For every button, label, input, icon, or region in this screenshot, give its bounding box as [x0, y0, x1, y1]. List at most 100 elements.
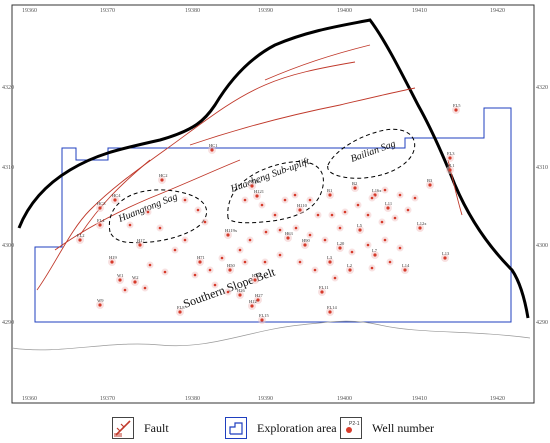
well-dot[interactable] [418, 226, 422, 230]
well-dot[interactable] [118, 278, 122, 282]
huacheng-uplift-outline[interactable] [227, 161, 324, 224]
well-dot[interactable] [448, 156, 452, 160]
well-marker[interactable]: L11 [384, 201, 392, 212]
exploration-area[interactable] [34, 107, 512, 323]
well-dot[interactable] [358, 228, 362, 232]
well-dot[interactable] [133, 280, 137, 284]
well-dot[interactable] [298, 208, 302, 212]
well-marker[interactable]: H71 [196, 255, 205, 266]
well-marker[interactable]: L14 [401, 263, 410, 274]
well-dot[interactable] [320, 290, 324, 294]
well-marker[interactable]: B3 [426, 178, 434, 189]
fault-line[interactable] [189, 87, 416, 146]
well-marker[interactable]: H12 [248, 299, 257, 310]
well-dot[interactable] [98, 303, 102, 307]
well-marker[interactable]: L13 [441, 251, 450, 262]
well-marker[interactable]: HC4 [111, 193, 121, 204]
well-marker[interactable]: H19 [108, 255, 117, 266]
well-marker[interactable]: L7 [371, 248, 379, 259]
well-dot[interactable] [78, 238, 82, 242]
well-marker[interactable]: H30 [251, 273, 260, 284]
well-marker[interactable]: FL5 [452, 103, 461, 114]
well-dot[interactable] [113, 198, 117, 202]
well-marker[interactable]: FL15 [258, 313, 270, 324]
well-dot[interactable] [443, 256, 447, 260]
fault-line[interactable] [79, 159, 151, 236]
bailian-sag-outline[interactable] [327, 128, 416, 179]
well-marker[interactable]: W2 [131, 275, 139, 286]
well-dot[interactable] [348, 268, 352, 272]
well-dot[interactable] [428, 183, 432, 187]
well-dot[interactable] [328, 193, 332, 197]
well-marker[interactable]: FL3 [446, 151, 455, 162]
fault-line[interactable] [36, 61, 356, 291]
well-marker[interactable]: L3 [326, 255, 334, 266]
well-dot[interactable] [238, 293, 242, 297]
well-marker[interactable]: H63 [284, 231, 293, 242]
well-marker[interactable]: H110 [296, 203, 308, 214]
well-label: FL3 [447, 151, 455, 156]
fault-line[interactable] [264, 44, 371, 81]
well-marker[interactable]: H50 [226, 263, 235, 274]
well-marker[interactable]: FL1 [446, 163, 455, 174]
well-marker[interactable]: H26 [236, 288, 245, 299]
well-marker[interactable]: L5 [356, 223, 364, 234]
well-dot [278, 228, 282, 232]
well-dot[interactable] [328, 260, 332, 264]
well-dot[interactable] [178, 310, 182, 314]
well-dot[interactable] [338, 246, 342, 250]
well-marker[interactable]: B2 [351, 181, 359, 192]
well-marker[interactable]: W9 [96, 298, 104, 309]
well-marker[interactable]: H27 [254, 293, 263, 304]
well-marker[interactable]: H120x [248, 179, 262, 190]
well-marker[interactable]: FL8 [176, 305, 185, 316]
well-marker[interactable]: H119x [224, 228, 238, 239]
well-dot[interactable] [110, 260, 114, 264]
well-dot[interactable] [353, 186, 357, 190]
well-dot[interactable] [198, 260, 202, 264]
well-dot [183, 198, 187, 202]
well-marker[interactable]: HC2 [158, 173, 168, 184]
well-dot[interactable] [250, 184, 254, 188]
well-marker[interactable]: HC1 [208, 143, 218, 154]
well-dot[interactable] [98, 206, 102, 210]
well-dot[interactable] [373, 253, 377, 257]
well-marker[interactable]: L2 [346, 263, 354, 274]
well-marker[interactable]: H17 [136, 238, 145, 249]
well-dot[interactable] [138, 243, 142, 247]
well-dot[interactable] [253, 278, 257, 282]
fault-line[interactable] [54, 159, 241, 251]
well-marker[interactable]: B1 [326, 188, 334, 199]
well-marker[interactable]: HC3 [96, 201, 106, 212]
well-marker[interactable]: FL4 [96, 218, 105, 229]
well-dot[interactable] [160, 178, 164, 182]
well-dot[interactable] [328, 310, 332, 314]
well-dot[interactable] [226, 233, 230, 237]
well-dot[interactable] [255, 194, 259, 198]
well-marker[interactable]: H90 [301, 238, 310, 249]
x-label: 19370 [100, 396, 115, 402]
well-dot[interactable] [98, 223, 102, 227]
well-dot[interactable] [210, 148, 214, 152]
well-dot[interactable] [403, 268, 407, 272]
well-marker[interactable]: L12x [416, 221, 427, 232]
well-dot[interactable] [448, 168, 452, 172]
well-marker[interactable]: H121 [253, 189, 264, 200]
well-dot[interactable] [250, 304, 254, 308]
well-marker[interactable]: W1 [116, 273, 124, 284]
well-dot[interactable] [228, 268, 232, 272]
fault-line[interactable] [447, 159, 463, 216]
well-marker[interactable]: FL14 [326, 305, 338, 316]
well-dot[interactable] [260, 318, 264, 322]
legend-item-well-number: P2-1 Well number [340, 415, 434, 441]
well-dot[interactable] [286, 236, 290, 240]
region-label-huacheng-uplift: Huacheng Sub-uplift [228, 156, 311, 195]
well-marker[interactable]: L20 [336, 241, 345, 252]
well-dot[interactable] [454, 108, 458, 112]
map-frame [11, 4, 535, 404]
well-marker[interactable]: FL11 [318, 285, 329, 296]
well-dot[interactable] [256, 298, 260, 302]
well-dot[interactable] [386, 206, 390, 210]
well-dot[interactable] [303, 243, 307, 247]
well-marker[interactable]: FL2 [76, 233, 85, 244]
